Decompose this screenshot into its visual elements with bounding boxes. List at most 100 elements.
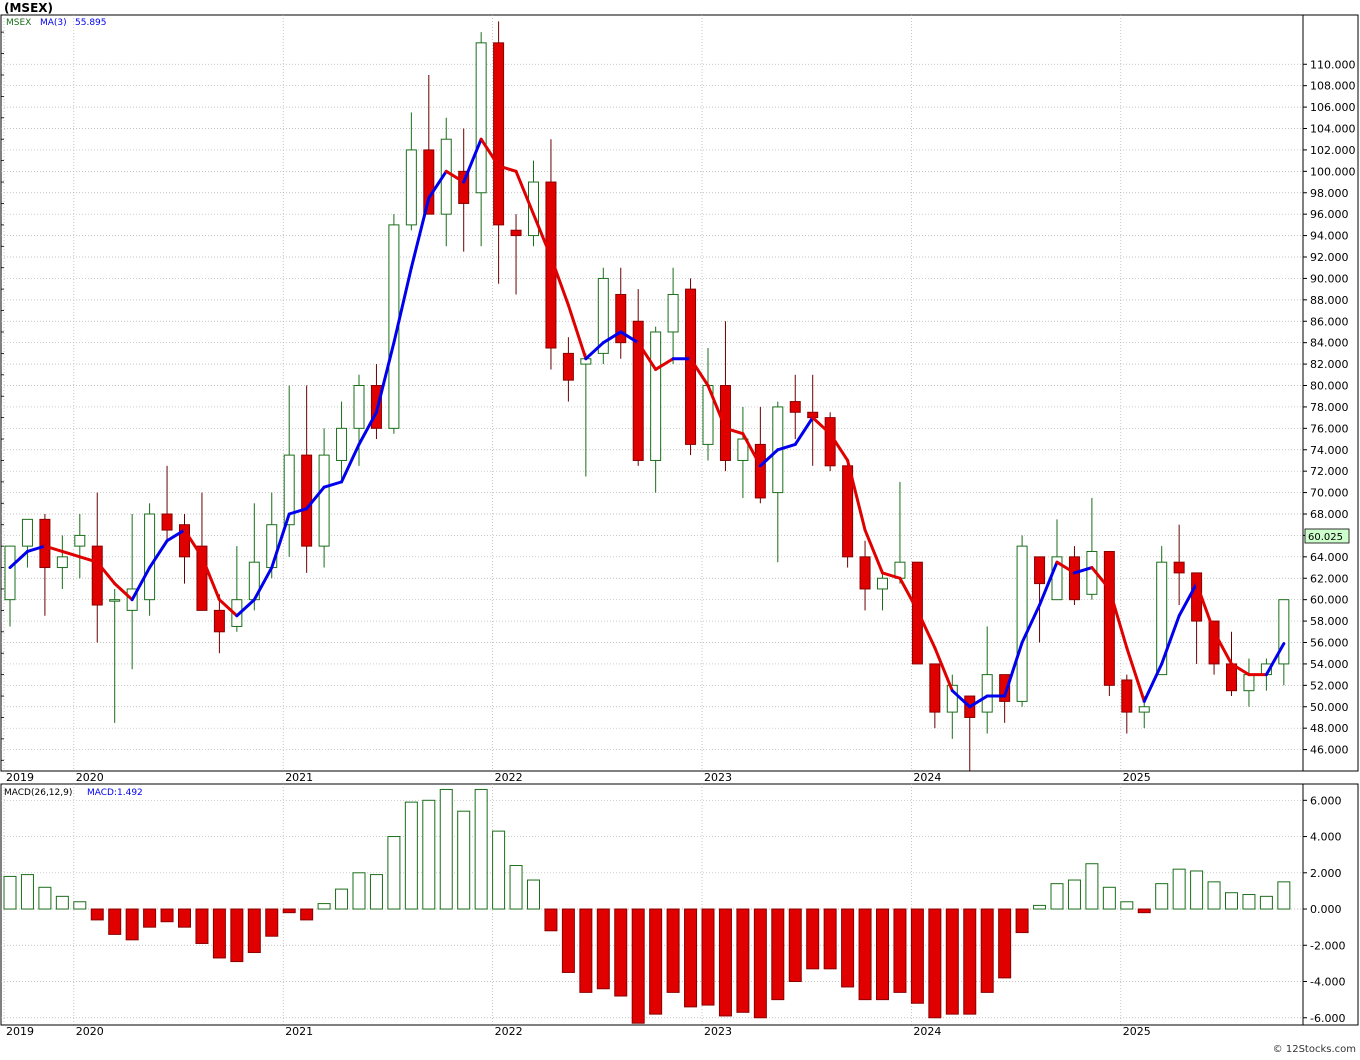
macd-bar — [3, 875, 17, 910]
macd-x-label: 2019 — [6, 1025, 34, 1038]
candle-body — [1243, 674, 1255, 692]
candle-body — [737, 438, 749, 461]
ma-segment — [1264, 642, 1286, 677]
ma-segment — [549, 255, 570, 307]
macd-bar — [20, 874, 34, 910]
macd-bar — [1085, 863, 1099, 910]
macd-y-axis: -6.000 -4.000 -2.000 0.000 2.000 4.000 6.000 — [1303, 794, 1345, 1025]
macd-bar — [1207, 881, 1221, 910]
price-y-tick-label: 96.000 — [1310, 208, 1349, 221]
macd-bar — [771, 908, 785, 1001]
chart-title: (MSEX) — [4, 1, 53, 15]
ma-segment — [1125, 646, 1146, 703]
ma-segment — [1160, 614, 1181, 666]
macd-bar — [998, 908, 1012, 979]
macd-bar — [1242, 894, 1256, 910]
candle-body — [1278, 599, 1290, 665]
macd-bar — [963, 908, 977, 1015]
macd-bar — [945, 908, 959, 1015]
price-y-tick-label: 84.000 — [1310, 337, 1349, 350]
price-y-tick-label: 56.000 — [1310, 637, 1349, 650]
candle-body — [423, 149, 435, 215]
ma-segment — [654, 357, 675, 371]
price-x-label: 2023 — [704, 771, 732, 784]
ma-segment — [497, 164, 518, 173]
candle-body — [1034, 556, 1046, 585]
macd-bar — [527, 879, 540, 910]
ma-segment — [462, 137, 483, 184]
ma-segment — [1072, 566, 1094, 575]
ma-segment — [584, 341, 605, 361]
ma-segment — [322, 480, 344, 489]
candle-body — [161, 513, 173, 531]
price-y-tick-label: 76.000 — [1310, 422, 1349, 435]
ma-segment — [968, 694, 989, 709]
macd-bar — [265, 908, 279, 937]
candle-body — [615, 293, 627, 344]
last-price-badge: 60.025 — [1304, 528, 1350, 544]
macd-bar — [439, 788, 453, 910]
candle-body — [405, 149, 417, 226]
price-y-tick-label: 82.000 — [1310, 358, 1349, 371]
macd-bar — [195, 908, 209, 944]
macd-bar — [178, 908, 191, 928]
macd-bar — [928, 908, 942, 1019]
price-y-tick-label: 88.000 — [1310, 294, 1349, 307]
ma-segment — [881, 571, 902, 580]
macd-bar — [457, 810, 471, 910]
candle-body — [4, 545, 16, 601]
macd-x-label: 2021 — [285, 1025, 313, 1038]
legend-symbol: MSEX — [6, 18, 31, 28]
price-y-tick-label: 60.000 — [1310, 594, 1349, 607]
ma-segment — [514, 169, 535, 216]
macd-histogram — [3, 788, 1291, 1024]
ma-segment — [828, 432, 850, 462]
price-y-tick-label: 50.000 — [1310, 701, 1349, 714]
ma-segment — [165, 528, 186, 543]
ma-segment — [427, 169, 448, 200]
candle-body — [91, 545, 103, 606]
macd-bar — [1277, 881, 1291, 910]
ma-segment — [479, 137, 501, 168]
price-panel: 46.000 48.000 50.000 52.000 54.000 56.000 58.0… — [0, 14, 1359, 784]
price-x-label: 2022 — [495, 771, 523, 784]
candle-body — [353, 385, 365, 429]
ma-segment — [706, 384, 727, 430]
macd-x-label: 2025 — [1123, 1025, 1151, 1038]
ma-segment — [183, 528, 204, 559]
macd-bar — [1225, 892, 1238, 910]
price-y-tick-label: 46.000 — [1310, 744, 1349, 757]
candle-body — [1226, 663, 1237, 692]
ma-segment — [863, 528, 884, 575]
ma-segment — [113, 582, 134, 602]
macd-bar — [90, 908, 104, 921]
macd-bar — [876, 908, 889, 1001]
candle-body — [1016, 545, 1028, 702]
price-y-axis: 46.000 48.000 50.000 52.000 54.000 56.000 58.0… — [1, 31, 1356, 761]
candle-body — [1173, 561, 1185, 574]
macd-x-label: 2022 — [495, 1025, 523, 1038]
ma-segment — [95, 560, 117, 586]
macd-bar — [596, 908, 610, 990]
macd-bar — [1137, 908, 1151, 914]
ma-segment — [392, 266, 413, 345]
macd-bar — [614, 908, 628, 997]
price-y-tick-label: 102.000 — [1310, 144, 1356, 157]
macd-x-axis: 2019 2020 2021 2022 2023 2024 2025 — [1, 1024, 1303, 1038]
ma-segment — [950, 689, 972, 709]
ma-segment — [148, 539, 169, 570]
macd-bar — [108, 908, 122, 935]
candle-body — [179, 524, 190, 558]
ma-segment — [811, 416, 832, 436]
ma-segment — [1090, 566, 1111, 591]
price-y-tick-label: 70.000 — [1310, 487, 1349, 500]
candle-body — [981, 674, 993, 713]
ma-segment — [689, 357, 710, 388]
macd-bar — [247, 908, 261, 954]
ma-segment — [8, 549, 29, 570]
macd-bar — [910, 908, 924, 1004]
ma-segment — [1212, 630, 1233, 666]
macd-bar — [369, 874, 383, 910]
macd-legend-value: MACD:1.492 — [87, 788, 143, 798]
